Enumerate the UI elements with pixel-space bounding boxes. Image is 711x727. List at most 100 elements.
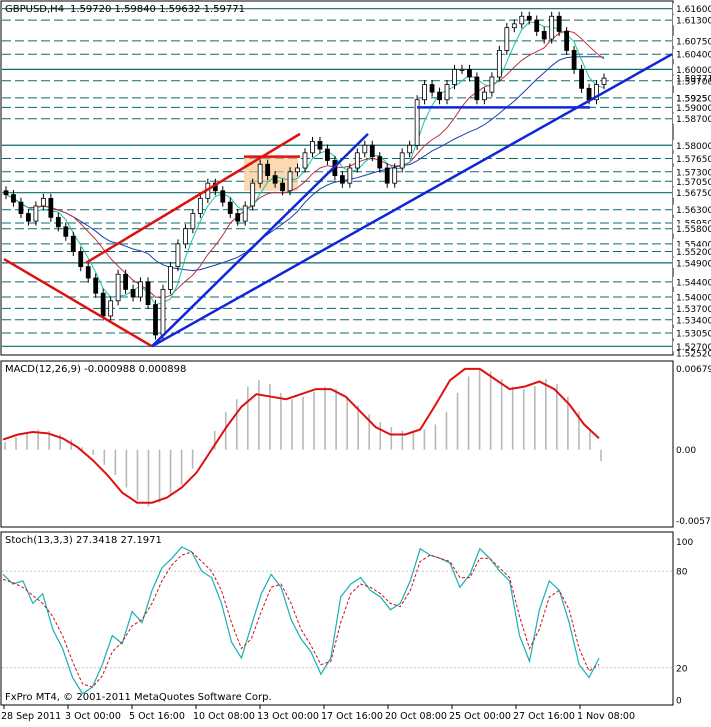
candle-body [85, 266, 91, 279]
x-tick-label: 3 Oct 00:00 [65, 711, 121, 722]
candle-body [519, 15, 525, 25]
candle-body [325, 148, 330, 161]
x-tick-label: 25 Oct 00:00 [449, 711, 511, 722]
candle-body [190, 213, 196, 230]
candle-body [93, 277, 99, 294]
candle-body [78, 251, 84, 268]
x-tick-label: 13 Oct 00:00 [257, 711, 319, 722]
candle-body [182, 228, 188, 245]
red-trendline-down [3, 257, 153, 348]
level-label-bg [673, 328, 711, 339]
candle-body [571, 50, 577, 70]
candle-body [70, 235, 76, 252]
candle-body [257, 163, 263, 184]
candle-body [40, 197, 46, 207]
candle-body [362, 144, 368, 154]
level-label-bg [673, 49, 711, 60]
macd-tick-label: 0.00679 [676, 365, 711, 375]
macd-tick-label: 0.00 [676, 446, 696, 456]
candle-body [265, 163, 271, 177]
level-label-bg [673, 15, 711, 26]
candle-body [369, 144, 375, 158]
level-label: 1.59000 [676, 104, 711, 114]
x-tick-label: 27 Oct 16:00 [513, 711, 575, 722]
level-label-bg [673, 102, 711, 113]
level-label-bg [673, 176, 711, 187]
x-tick-label: 17 Oct 16:00 [321, 711, 383, 722]
candle-body [556, 15, 562, 32]
level-label: 1.53400 [676, 316, 711, 326]
candle-body [108, 300, 114, 317]
level-label: 1.54000 [676, 293, 711, 303]
macd-tick-label: -0.00573 [676, 517, 711, 527]
level-label: 1.61600 [676, 5, 711, 15]
x-tick-label: 20 Oct 08:00 [385, 711, 447, 722]
level-label: 1.59250 [676, 94, 711, 104]
candle-body [541, 31, 547, 40]
level-label: 1.53700 [676, 305, 711, 315]
candle-body [33, 205, 39, 222]
level-label: 1.57650 [676, 155, 711, 165]
stoch-title: Stoch(13,3,3) 27.3418 27.1971 [5, 535, 162, 546]
candle-body [384, 167, 390, 184]
candle-body [272, 175, 278, 184]
candle-body [504, 27, 510, 51]
level-label: 1.54900 [676, 259, 711, 269]
candle-body [534, 19, 540, 32]
ohlc-label: 1.59720 1.59840 1.59632 1.59771 [70, 4, 245, 15]
level-label: 1.53050 [676, 330, 711, 340]
candle-body [594, 84, 599, 101]
candle-body [48, 197, 54, 218]
candle-body [481, 91, 487, 101]
candle-body [145, 281, 151, 305]
level-label-bg [673, 3, 711, 14]
stoch-tick-label: 100 [676, 538, 693, 548]
level-label-bg [673, 187, 711, 198]
candle-body [11, 194, 16, 203]
x-tick-label: 28 Sep 2011 [1, 711, 61, 722]
stoch-tick-label: 0 [676, 697, 682, 707]
candle-body [452, 68, 457, 85]
macd-panel [0, 360, 674, 528]
candle-body [392, 167, 398, 184]
candle-body [3, 190, 9, 195]
candle-body [354, 152, 360, 169]
candle-body [227, 201, 233, 214]
candle-body [422, 84, 428, 101]
level-label-bg [673, 246, 711, 257]
candle-body [429, 84, 435, 93]
level-label: 1.55400 [676, 240, 711, 250]
level-label: 1.59700 [676, 77, 711, 87]
level-label-bg [673, 223, 711, 234]
candle-body [511, 23, 517, 29]
level-label-bg [673, 276, 711, 287]
level-label-bg [673, 257, 711, 268]
price-axis-label: 1.5925 [676, 94, 708, 104]
candle-body [138, 281, 143, 298]
candle-body [317, 141, 323, 150]
level-label-bg [673, 35, 711, 46]
copyright-label: FxPro MT4, © 2001-2011 MetaQuotes Softwa… [5, 692, 272, 703]
candle-body [130, 289, 136, 298]
x-tick-label: 1 Nov 08:00 [577, 711, 635, 722]
level-label-bg [673, 238, 711, 249]
candle-body [467, 68, 472, 78]
x-tick-label: 5 Oct 16:00 [129, 711, 185, 722]
level-label: 1.55200 [676, 248, 711, 258]
candle-body [242, 205, 248, 222]
level-label-bg [673, 64, 711, 75]
level-label: 1.56300 [676, 206, 711, 216]
level-label: 1.61300 [676, 17, 711, 27]
level-label-bg [673, 204, 711, 215]
candle-body [220, 190, 226, 203]
candle-body [339, 175, 345, 184]
symbol-label: GBPUSD,H4 [5, 4, 64, 15]
candle-body [280, 182, 285, 192]
level-label: 1.60000 [676, 66, 711, 76]
candle-body [496, 50, 502, 78]
candle-body [437, 91, 442, 101]
candle-body [250, 182, 256, 207]
level-label-bg [673, 113, 711, 124]
level-label: 1.57300 [676, 168, 711, 178]
